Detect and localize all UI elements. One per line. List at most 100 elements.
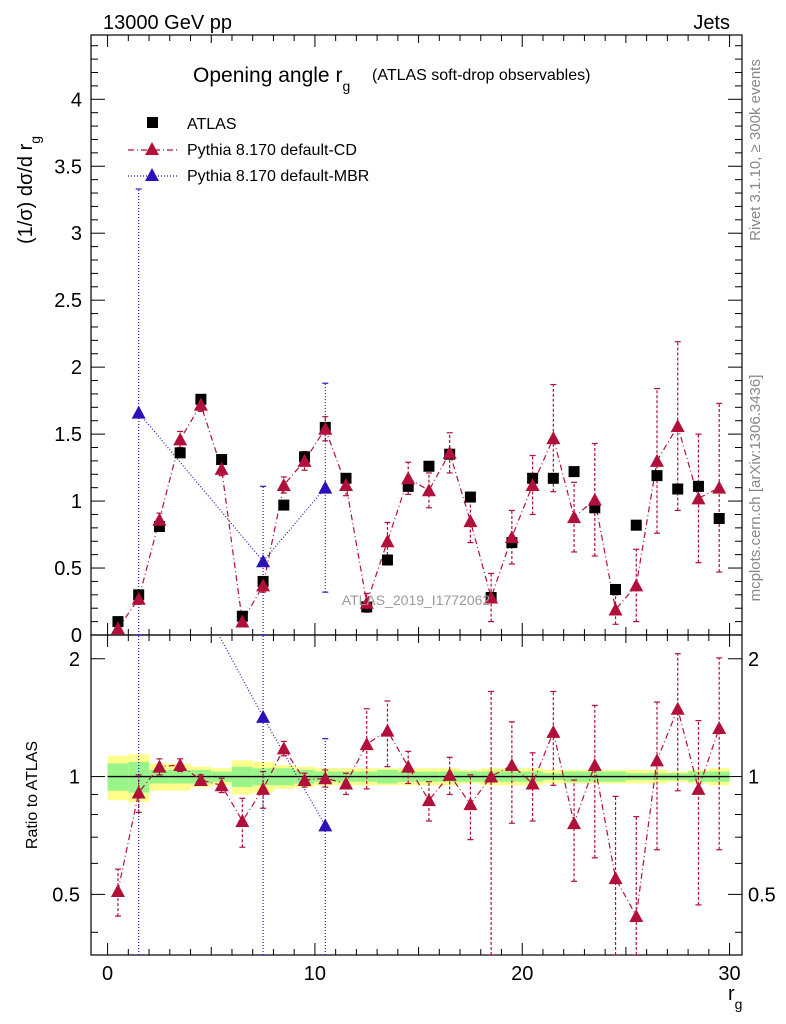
analysis-watermark: ATLAS_2019_I1772062 xyxy=(342,592,491,608)
energy-label: 13000 GeV pp xyxy=(103,12,232,34)
cd-main-marker xyxy=(712,480,727,494)
main-ylabel-sub: g xyxy=(27,136,43,144)
cd-main-marker xyxy=(587,492,602,506)
cd-ratio-marker xyxy=(463,797,478,811)
atlas-point xyxy=(216,454,228,466)
cd-ratio-marker xyxy=(484,769,499,783)
cd-main-marker xyxy=(359,595,374,609)
atlas-point xyxy=(464,491,476,503)
cd-main-marker xyxy=(504,530,519,544)
cd-main-marker xyxy=(421,483,436,497)
plot-title-detail: (ATLAS soft-drop observables) xyxy=(372,67,590,84)
legend-mbr-marker xyxy=(145,168,159,181)
cd-main-marker xyxy=(649,453,664,467)
y-tick-label-main: 2 xyxy=(71,357,82,379)
cd-main-marker xyxy=(629,578,644,592)
atlas-point xyxy=(547,472,559,484)
cd-ratio-marker xyxy=(525,776,540,790)
cd-main-marker xyxy=(276,478,291,491)
atlas-point xyxy=(692,480,704,492)
cd-main-marker xyxy=(567,510,582,524)
cd-ratio-line xyxy=(117,706,720,919)
x-tick-label: 20 xyxy=(511,963,533,985)
y-tick-label-main: 0.5 xyxy=(54,558,82,580)
cd-ratio-marker xyxy=(131,785,146,799)
xlabel-main: r xyxy=(728,983,735,1005)
cd-ratio-marker xyxy=(380,723,395,737)
y-tick-label-ratio: 1 xyxy=(69,767,80,789)
cd-ratio-marker xyxy=(421,793,436,807)
y-tick-label-ratio-right: 2 xyxy=(748,649,759,671)
main-ylabel: (1/σ) dσ/d rg xyxy=(15,136,43,244)
y-tick-label-main: 3 xyxy=(71,223,82,245)
cd-ratio-marker xyxy=(235,813,250,827)
cd-main-marker xyxy=(691,491,706,505)
cd-main-marker xyxy=(235,614,250,628)
ratio-panel-frame xyxy=(90,634,743,956)
cd-main-marker xyxy=(110,621,125,635)
cd-ratio-marker xyxy=(193,772,208,786)
atlas-point xyxy=(589,502,601,514)
legend-cd-label: Pythia 8.170 default-CD xyxy=(187,142,357,159)
cd-ratio-marker xyxy=(649,753,664,767)
mbr-main-line xyxy=(138,412,326,563)
cd-main-marker xyxy=(173,432,188,446)
atlas-point xyxy=(630,519,642,531)
cd-main-marker xyxy=(525,478,540,491)
y-tick-label-main: 1 xyxy=(71,491,82,513)
cd-ratio-marker xyxy=(214,778,229,792)
cd-ratio-marker xyxy=(670,701,685,715)
cd-ratio-marker xyxy=(339,776,354,790)
mcplots-credit: mcplots.cern.ch [arXiv:1306.3436] xyxy=(747,375,764,602)
plot-title-sub: g xyxy=(342,78,350,94)
cd-ratio-marker xyxy=(297,772,312,786)
process-label: Jets xyxy=(693,12,730,34)
cd-main-marker xyxy=(152,512,167,526)
cd-main-marker xyxy=(318,421,333,435)
y-tick-label-ratio-right: 1 xyxy=(748,767,759,789)
plot-title: Opening angle rg xyxy=(193,64,350,94)
legend: ATLAS Pythia 8.170 default-CD Pythia 8.1… xyxy=(128,116,369,185)
atlas-point xyxy=(713,512,725,524)
ratio-series xyxy=(110,635,727,955)
y-tick-label-main: 0 xyxy=(71,625,82,647)
mbr-main-marker xyxy=(318,480,333,494)
atlas-point xyxy=(423,460,435,472)
cd-ratio-marker xyxy=(276,741,291,755)
cd-main-marker xyxy=(484,590,499,604)
cd-ratio-marker xyxy=(691,781,706,795)
y-tick-label-ratio: 0.5 xyxy=(52,884,80,906)
mbr-ratio-marker xyxy=(318,818,333,832)
atlas-point xyxy=(610,583,622,595)
y-tick-label-main: 4 xyxy=(71,89,82,111)
cd-main-marker xyxy=(442,445,457,459)
y-tick-label-main: 2.5 xyxy=(54,290,82,312)
y-tick-label-ratio: 2 xyxy=(69,649,80,671)
cd-ratio-marker xyxy=(546,724,561,738)
cd-ratio-marker xyxy=(712,721,727,735)
xlabel: rg xyxy=(728,983,742,1012)
atlas-point xyxy=(153,521,165,533)
main-ylabel-main: (1/σ) dσ/d r xyxy=(15,143,37,244)
cd-main-marker xyxy=(608,602,623,616)
mbr-main-marker xyxy=(256,554,271,568)
x-tick-label: 0 xyxy=(102,963,113,985)
cd-ratio-marker xyxy=(567,816,582,830)
legend-atlas-label: ATLAS xyxy=(187,116,237,133)
cd-main-marker xyxy=(546,431,561,445)
x-tick-label: 30 xyxy=(718,963,740,985)
mbr-ratio-marker xyxy=(256,709,271,723)
legend-mbr-label: Pythia 8.170 default-MBR xyxy=(187,168,369,185)
cd-main-marker xyxy=(463,514,478,528)
atlas-point xyxy=(672,483,684,495)
cd-ratio-marker xyxy=(318,771,333,785)
cd-main-marker xyxy=(670,419,685,433)
cd-main-marker xyxy=(256,578,271,592)
cd-ratio-marker xyxy=(152,759,167,773)
atlas-point xyxy=(402,480,414,492)
atlas-point xyxy=(381,554,393,566)
plot-title-main: Opening angle r xyxy=(193,64,342,87)
atlas-point xyxy=(174,447,186,459)
cd-ratio-marker xyxy=(587,758,602,772)
